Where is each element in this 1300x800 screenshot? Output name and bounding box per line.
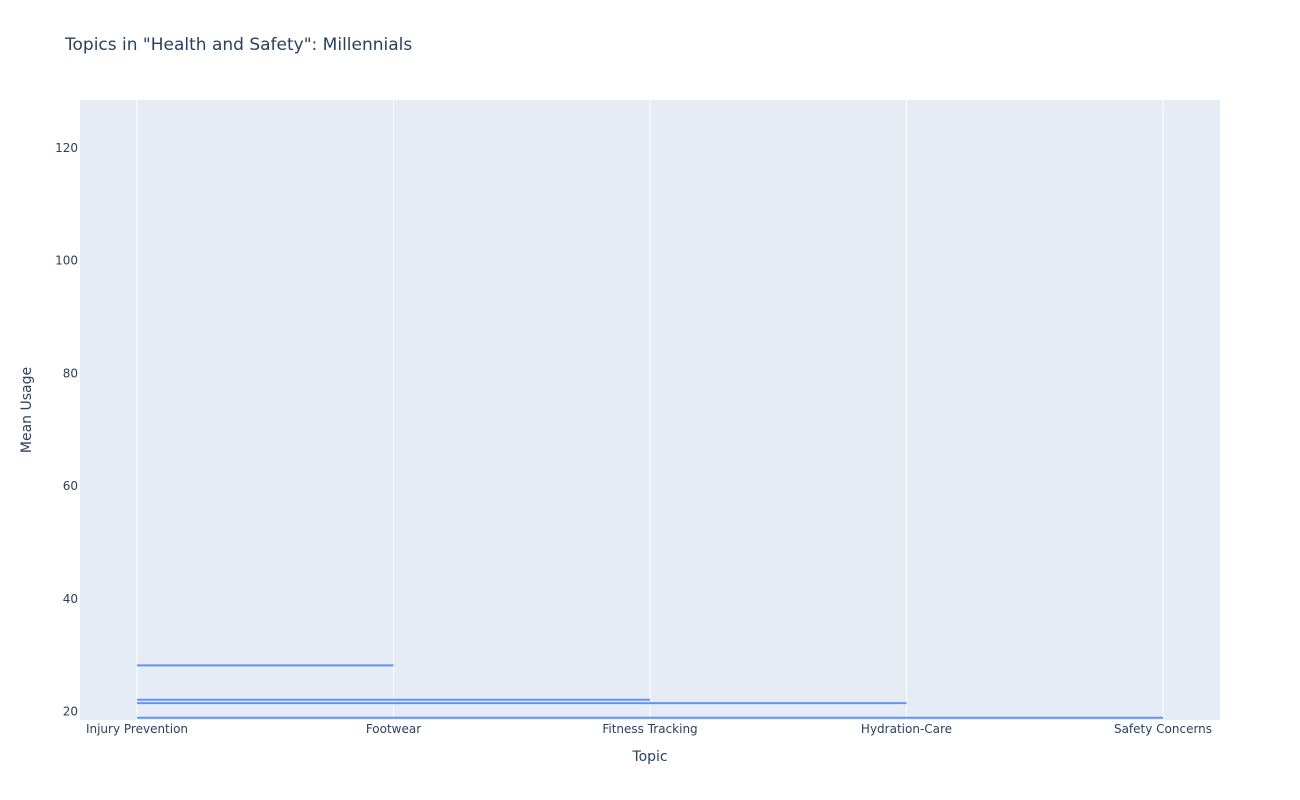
y-tick-label: 100: [55, 254, 78, 268]
x-tick-label: Hydration-Care: [861, 722, 952, 736]
x-axis-title: Topic: [631, 749, 667, 765]
x-tick-label: Footwear: [366, 722, 421, 736]
y-tick-label: 20: [63, 705, 78, 719]
y-tick-label: 120: [55, 141, 78, 155]
x-tick-label: Injury Prevention: [86, 722, 188, 736]
x-axis-ticks: Injury Prevention Footwear Fitness Trackin…: [86, 722, 1212, 736]
y-tick-label: 60: [63, 479, 78, 493]
x-tick-label: Fitness Tracking: [602, 722, 697, 736]
chart-title: Topics in "Health and Safety": Millennia…: [64, 35, 412, 55]
x-tick-label: Safety Concerns: [1114, 722, 1212, 736]
y-tick-label: 80: [63, 366, 78, 380]
y-axis-title: Mean Usage: [19, 367, 35, 453]
grid: [136, 100, 1164, 720]
series-lines: [137, 664, 1163, 719]
y-tick-label: 40: [63, 592, 78, 606]
y-axis-ticks: 20 40 60 80 100 120: [55, 141, 78, 719]
